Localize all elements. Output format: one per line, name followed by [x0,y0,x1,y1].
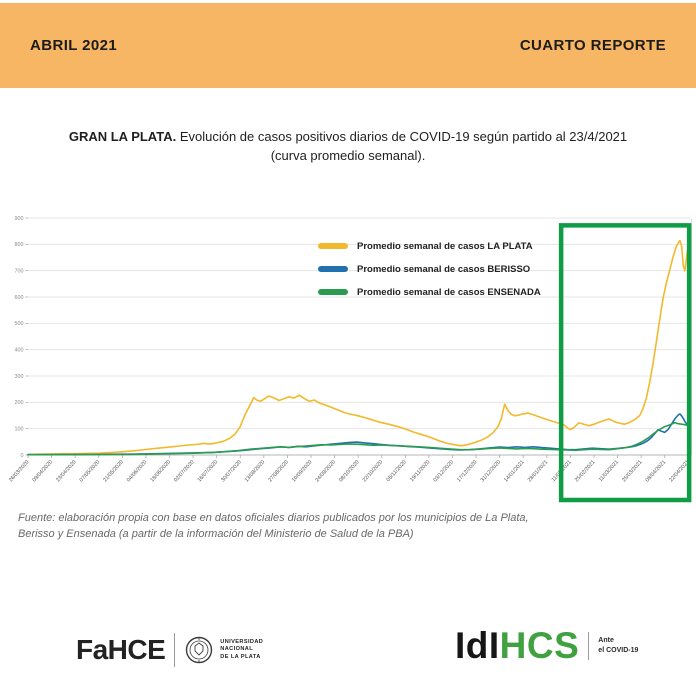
chart-title: GRAN LA PLATA. Evolución de casos positi… [28,128,668,166]
svg-text:04/06/2020: 04/06/2020 [126,459,149,483]
svg-text:26/03/2020: 26/03/2020 [8,459,31,483]
svg-text:900: 900 [15,216,24,222]
footer-divider [174,633,176,667]
chart-title-text: Evolución de casos positivos diarios de … [176,129,628,144]
svg-text:28/01/2021: 28/01/2021 [527,459,550,483]
chart-title-line2: (curva promedio semanal). [270,147,426,163]
unlp-line3: DE LA PLATA [220,653,261,660]
svg-text:25/02/2021: 25/02/2021 [574,459,597,483]
chart-title-region: GRAN LA PLATA. [68,129,177,144]
svg-text:700: 700 [15,268,24,274]
svg-text:10/09/2020: 10/09/2020 [291,459,314,483]
idihcs-black: IdI [455,625,500,666]
svg-text:13/08/2020: 13/08/2020 [244,459,267,483]
source-note-line2: Berisso y Ensenada (a partir de la infor… [18,527,414,540]
idihcs-covid-caption: Ante el COVID-19 [598,636,638,656]
svg-text:16/07/2020: 16/07/2020 [197,459,220,483]
legend-swatch-la-plata [318,242,348,250]
header-band: ABRIL 2021 CUARTO REPORTE [0,3,696,88]
svg-text:800: 800 [15,242,24,248]
idihcs-green: HCS [499,625,580,666]
idihcs-logo: IdIHCS Ante el COVID-19 [455,627,638,664]
svg-text:0: 0 [21,453,24,459]
svg-text:07/05/2020: 07/05/2020 [79,459,102,483]
fahce-logo: FaHCE UNIVERSIDAD NACIONAL DE LA PLATA [76,633,263,667]
svg-text:300: 300 [15,374,24,380]
covid-caption-line2: el COVID-19 [598,646,639,654]
legend-label-la-plata: Promedio semanal de casos LA PLATA [357,240,533,252]
svg-text:03/12/2020: 03/12/2020 [432,459,455,483]
legend-label-ensenada: Promedio semanal de casos ENSENADA [357,286,541,298]
svg-text:08/04/2021: 08/04/2021 [645,459,668,483]
legend-swatch-ensenada [318,288,348,296]
svg-text:08/10/2020: 08/10/2020 [338,459,361,483]
svg-text:14/01/2021: 14/01/2021 [503,459,526,483]
unlp-text: UNIVERSIDAD NACIONAL DE LA PLATA [220,639,263,662]
covid-caption-line1: Ante [598,636,614,644]
source-note: Fuente: elaboración propia con base en d… [18,511,668,543]
unlp-seal-icon [186,636,213,664]
footer-divider-2 [588,631,590,660]
fahce-wordmark: FaHCE [76,634,166,665]
svg-text:23/04/2020: 23/04/2020 [55,459,78,483]
legend-label-berisso: Promedio semanal de casos BERISSO [357,263,531,275]
svg-text:200: 200 [15,400,24,406]
svg-text:31/12/2020: 31/12/2020 [480,459,503,483]
header-month: ABRIL 2021 [30,37,118,54]
svg-text:17/12/2020: 17/12/2020 [456,459,479,483]
header-report-number: CUARTO REPORTE [519,37,666,54]
svg-text:19/11/2020: 19/11/2020 [409,459,431,483]
legend-swatch-berisso [318,265,348,273]
svg-text:02/07/2020: 02/07/2020 [173,459,196,483]
legend-item-la-plata: Promedio semanal de casos LA PLATA [318,237,541,255]
unlp-line1: UNIVERSIDAD [220,638,264,645]
svg-text:11/03/2021: 11/03/2021 [598,459,620,483]
svg-text:500: 500 [15,321,24,327]
legend-item-berisso: Promedio semanal de casos BERISSO [318,260,541,278]
unlp-line2: NACIONAL [220,646,254,653]
source-note-line1: Fuente: elaboración propia con base en d… [18,512,529,524]
svg-text:25/03/2021: 25/03/2021 [621,459,644,483]
svg-text:24/09/2020: 24/09/2020 [315,459,338,483]
line-chart: 0 100 200 300 400 500 600 700 800 900 26/03/2020 09… [8,216,692,503]
svg-text:09/04/2020: 09/04/2020 [32,459,55,483]
svg-text:400: 400 [15,347,24,353]
svg-text:05/11/2020: 05/11/2020 [386,459,408,483]
svg-text:27/08/2020: 27/08/2020 [267,459,290,483]
idihcs-wordmark: IdIHCS [455,627,579,664]
svg-text:21/05/2020: 21/05/2020 [102,459,125,483]
svg-text:600: 600 [15,295,24,301]
svg-text:18/06/2020: 18/06/2020 [149,459,172,483]
chart-legend: Promedio semanal de casos LA PLATA Prome… [318,237,541,306]
legend-item-ensenada: Promedio semanal de casos ENSENADA [318,283,541,301]
svg-text:22/10/2020: 22/10/2020 [362,459,385,483]
svg-text:100: 100 [15,426,24,432]
svg-text:30/07/2020: 30/07/2020 [220,459,243,483]
